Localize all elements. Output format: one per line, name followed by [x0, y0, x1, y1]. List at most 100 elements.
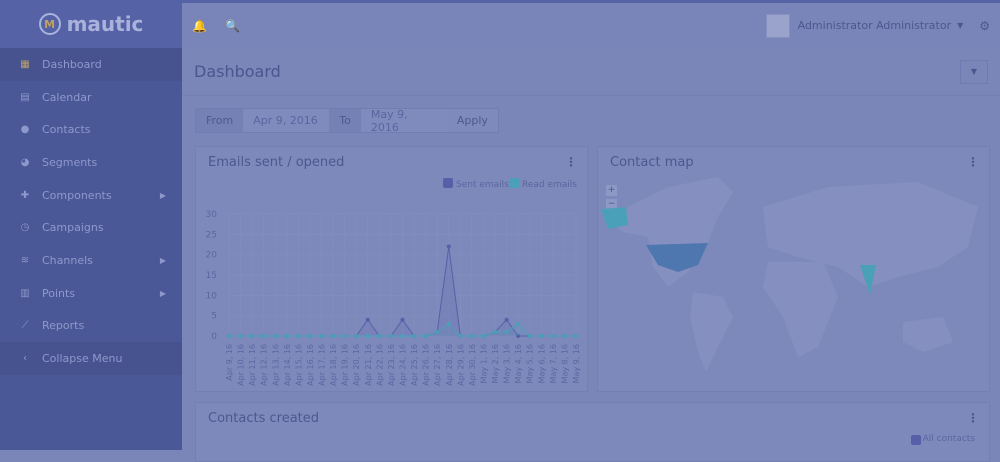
data-point[interactable]: [469, 334, 474, 338]
y-tick-label: 5: [211, 312, 217, 322]
data-point[interactable]: [516, 321, 521, 326]
data-point[interactable]: [516, 334, 521, 338]
more-icon[interactable]: ⋮: [967, 155, 979, 169]
x-tick-label: May 3, 16: [503, 344, 512, 383]
data-point[interactable]: [319, 334, 324, 338]
map-europe-asia: [763, 182, 978, 287]
date-filter: From Apr 9, 2016 To May 9, 2016 Apply: [195, 108, 499, 134]
x-tick-label: May 2, 16: [491, 344, 500, 383]
y-tick-label: 30: [206, 210, 218, 220]
caret-right-icon: ▶: [159, 255, 166, 265]
data-point[interactable]: [481, 334, 486, 338]
x-tick-label: May 1, 16: [479, 344, 488, 383]
data-point[interactable]: [562, 334, 567, 338]
data-point[interactable]: [227, 334, 231, 338]
sidebar-item-label: Contacts: [42, 123, 91, 137]
data-point[interactable]: [296, 334, 301, 338]
avatar[interactable]: [765, 13, 790, 38]
to-date-input[interactable]: May 9, 2016: [360, 108, 447, 134]
sidebar-item-label: Calendar: [42, 90, 92, 104]
data-point[interactable]: [423, 334, 428, 338]
more-icon[interactable]: ⋮: [967, 411, 979, 425]
data-point[interactable]: [284, 334, 289, 338]
sidebar-item-components[interactable]: ✚ Components ▶: [0, 179, 182, 212]
data-point[interactable]: [273, 334, 278, 338]
data-point[interactable]: [354, 334, 359, 338]
data-point[interactable]: [527, 334, 532, 338]
data-point[interactable]: [574, 334, 578, 338]
data-point[interactable]: [331, 334, 336, 338]
top-bar: 🔔 🔍 Administrator Administrator ▼ ⚙: [182, 0, 1000, 48]
sidebar-item-collapse-menu[interactable]: ‹ Collapse Menu: [0, 342, 182, 375]
caret-right-icon: ▶: [159, 288, 166, 298]
data-point[interactable]: [435, 329, 440, 334]
data-point[interactable]: [550, 334, 555, 338]
x-tick-label: Apr 11, 16: [248, 344, 257, 386]
zoom-out-button[interactable]: −: [606, 199, 617, 210]
data-point[interactable]: [493, 329, 498, 334]
data-point[interactable]: [539, 334, 544, 338]
y-tick-label: 20: [206, 251, 218, 261]
data-point[interactable]: [446, 321, 451, 326]
x-tick-label: May 9, 16: [572, 344, 581, 383]
data-point[interactable]: [365, 334, 370, 338]
sidebar-item-label: Dashboard: [42, 57, 102, 71]
map-usa: [646, 243, 708, 272]
sidebar-item-calendar[interactable]: ▤ Calendar: [0, 81, 182, 114]
data-point[interactable]: [365, 317, 370, 322]
data-point[interactable]: [504, 317, 509, 322]
x-tick-label: Apr 29, 16: [456, 344, 465, 386]
x-tick-label: Apr 26, 16: [422, 344, 431, 386]
x-tick-label: Apr 12, 16: [260, 344, 269, 386]
data-point[interactable]: [261, 334, 266, 338]
more-icon[interactable]: ⋮: [565, 155, 577, 169]
data-point[interactable]: [342, 334, 347, 338]
widget-title: Emails sent / opened: [208, 155, 345, 170]
sidebar-item-campaigns[interactable]: ◷ Campaigns: [0, 211, 182, 244]
caret-down-icon[interactable]: ▼: [957, 21, 964, 30]
x-tick-label: Apr 27, 16: [433, 344, 442, 386]
data-point[interactable]: [458, 334, 463, 338]
sidebar-item-label: Points: [42, 286, 76, 300]
x-tick-label: Apr 23, 16: [387, 344, 396, 386]
sidebar-item-points[interactable]: ▥ Points ▶: [0, 277, 182, 310]
data-point[interactable]: [412, 334, 417, 338]
data-point[interactable]: [238, 334, 243, 338]
from-date-input[interactable]: Apr 9, 2016: [243, 109, 330, 132]
y-tick-label: 0: [211, 332, 217, 342]
calendar-icon: ▤: [20, 91, 30, 103]
sidebar-item-channels[interactable]: ≋ Channels ▶: [0, 244, 182, 277]
rss-icon: ≋: [20, 254, 30, 266]
data-point[interactable]: [307, 334, 312, 338]
user-menu[interactable]: Administrator Administrator: [797, 19, 952, 32]
data-point[interactable]: [400, 317, 405, 322]
dashboard-options-button[interactable]: ▼: [960, 59, 988, 84]
search-icon[interactable]: 🔍: [224, 18, 240, 33]
x-tick-label: May 8, 16: [560, 344, 569, 383]
x-tick-label: Apr 9, 16: [225, 344, 234, 381]
data-point[interactable]: [250, 334, 255, 338]
data-point[interactable]: [377, 334, 382, 338]
data-point[interactable]: [388, 334, 393, 338]
map-alaska: [601, 207, 628, 229]
x-tick-label: Apr 21, 16: [364, 344, 373, 386]
data-point[interactable]: [446, 244, 451, 249]
sidebar-item-label: Segments: [42, 155, 98, 169]
sidebar-item-dashboard[interactable]: ▦ Dashboard: [0, 48, 182, 81]
data-point[interactable]: [400, 334, 405, 338]
data-point[interactable]: [504, 329, 509, 334]
map-south-america: [690, 292, 733, 372]
gear-icon[interactable]: ⚙: [979, 18, 990, 33]
sidebar-item-reports[interactable]: ⟋ Reports: [0, 310, 182, 343]
sidebar-item-segments[interactable]: ◕ Segments: [0, 146, 182, 179]
x-tick-label: Apr 28, 16: [445, 344, 454, 386]
legend-sent: Sent emails: [456, 180, 509, 190]
world-map[interactable]: [598, 147, 991, 393]
zoom-in-button[interactable]: +: [606, 185, 617, 196]
bell-icon[interactable]: 🔔: [192, 18, 207, 33]
sidebar-item-contacts[interactable]: ● Contacts: [0, 113, 182, 146]
legend-read: Read emails: [522, 180, 577, 190]
apply-button[interactable]: Apply: [446, 109, 498, 132]
